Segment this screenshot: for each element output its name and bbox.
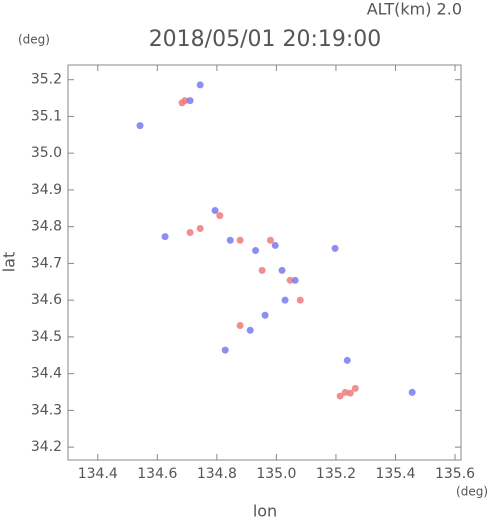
- y-tick-label: 35.1: [31, 108, 62, 124]
- echo-point: [341, 388, 349, 396]
- y-tick-label: 34.3: [31, 402, 62, 418]
- y-tick-label: 34.4: [31, 366, 62, 382]
- y-tick-label: 34.8: [31, 219, 62, 235]
- echo-point: [331, 244, 339, 252]
- echo-point: [266, 236, 274, 244]
- x-tick-label: 135.0: [256, 466, 296, 482]
- echo-point: [258, 266, 266, 274]
- x-tick-label: 135.2: [316, 466, 356, 482]
- x-tick-label: 134.4: [78, 466, 118, 482]
- x-axis-label: lon: [253, 502, 277, 521]
- echo-point: [351, 384, 359, 392]
- echo-point: [211, 207, 219, 215]
- echo-point: [278, 266, 286, 274]
- echo-point: [236, 322, 244, 330]
- echo-point: [161, 233, 169, 241]
- y-tick-label: 35.2: [31, 72, 62, 88]
- echo-point: [296, 296, 304, 304]
- y-axis-label: lat: [0, 252, 19, 273]
- altitude-label: ALT(km) 2.0: [367, 0, 462, 19]
- echo-point: [196, 81, 204, 89]
- x-tick-label: 134.8: [197, 466, 237, 482]
- echo-point: [408, 388, 416, 396]
- y-tick-label: 35.0: [31, 145, 62, 161]
- echo-point: [196, 225, 204, 233]
- echo-point: [221, 346, 229, 354]
- y-tick-label: 34.9: [31, 182, 62, 198]
- echo-point: [291, 276, 299, 284]
- chart-title: 2018/05/01 20:19:00: [149, 27, 382, 52]
- echo-point: [281, 296, 289, 304]
- y-tick-label: 34.6: [31, 292, 62, 308]
- y-tick-label: 34.7: [31, 255, 62, 271]
- y-tick-label: 34.2: [31, 439, 62, 455]
- x-unit: (deg): [456, 485, 488, 499]
- echo-point: [252, 247, 260, 255]
- x-tick-label: 135.6: [435, 466, 475, 482]
- echo-point: [343, 356, 351, 364]
- echo-point: [186, 229, 194, 237]
- echo-point: [181, 97, 189, 105]
- echo-point: [261, 311, 269, 319]
- echo-point: [271, 241, 279, 249]
- echo-point: [186, 97, 194, 105]
- echo-point: [136, 122, 144, 130]
- plot-frame: [67, 64, 462, 461]
- echo-point: [286, 276, 294, 284]
- echo-point: [226, 236, 234, 244]
- echo-point: [246, 326, 254, 334]
- y-unit: (deg): [18, 33, 50, 47]
- y-tick-label: 34.5: [31, 329, 62, 345]
- echo-point: [216, 212, 224, 220]
- x-tick-label: 135.4: [375, 466, 415, 482]
- x-tick-label: 134.6: [137, 466, 177, 482]
- echo-point: [236, 236, 244, 244]
- echo-point: [336, 392, 344, 400]
